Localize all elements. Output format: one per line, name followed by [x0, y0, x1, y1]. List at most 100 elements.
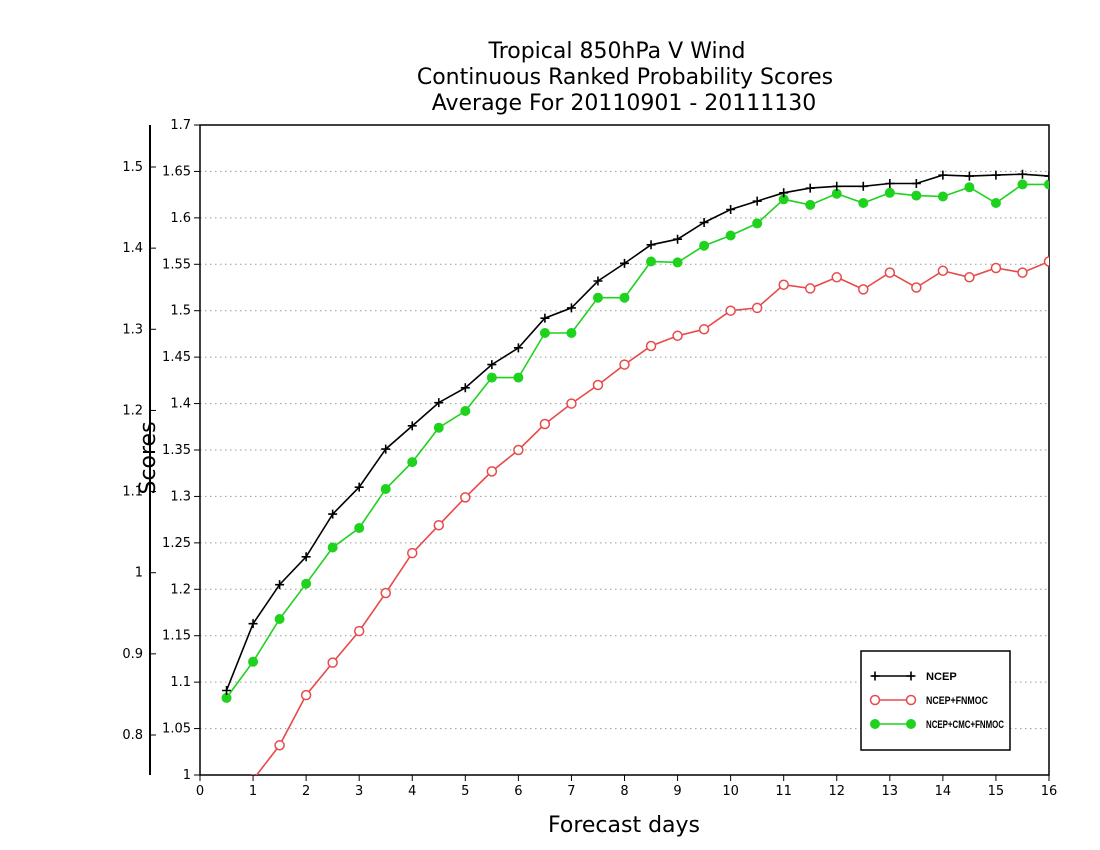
data-point: [725, 230, 736, 241]
left-axis-tick-label: 1.5: [122, 160, 143, 175]
legend-marker-end: [905, 694, 917, 706]
y-tick-label: 1.3: [170, 489, 191, 504]
data-point: [779, 188, 789, 198]
data-point: [539, 328, 550, 338]
y-tick-label: 1.7: [170, 118, 191, 133]
data-point: [460, 406, 471, 416]
data-point: [805, 199, 816, 210]
data-point: [301, 578, 312, 589]
left-axis-tick-label: 1.2: [122, 403, 143, 418]
series-ncep-fnmoc: [222, 256, 1049, 807]
data-point: [911, 190, 922, 201]
y-tick-label: 1.6: [170, 211, 191, 226]
data-point: [1044, 171, 1049, 181]
data-point: [1043, 256, 1049, 267]
data-point: [672, 257, 683, 268]
data-point: [592, 292, 603, 303]
x-tick-label: 15: [988, 784, 1005, 799]
data-point: [804, 283, 816, 294]
data-point: [990, 198, 1001, 208]
chart-title-line-2: Continuous Ranked Probability Scores: [417, 65, 833, 90]
data-point: [884, 187, 895, 198]
data-point: [540, 313, 550, 323]
data-point: [222, 686, 232, 695]
data-point: [884, 267, 896, 278]
data-point: [672, 330, 683, 342]
chart-title-line-1: Tropical 850hPa V Wind: [487, 39, 745, 64]
chart-title-line-3: Average For 20110901 - 20111130: [432, 91, 817, 116]
left-axis-tick-label: 1: [135, 566, 143, 581]
series-ncep-cmc-fnmoc: [221, 179, 1049, 703]
x-tick-label: 8: [620, 784, 628, 799]
data-point: [380, 484, 391, 494]
data-point: [407, 421, 417, 431]
data-point: [222, 798, 231, 807]
data-point: [619, 292, 630, 303]
left-axis-tick-label: 1.3: [122, 322, 143, 337]
legend-marker-start: [869, 694, 881, 706]
data-point: [407, 457, 418, 468]
data-point: [1017, 169, 1027, 179]
data-point: [619, 359, 630, 370]
data-point: [885, 179, 895, 188]
y-tick-label: 1.45: [162, 350, 191, 365]
data-point: [990, 262, 1002, 274]
x-tick-label: 0: [196, 784, 204, 799]
x-tick-label: 10: [722, 784, 739, 799]
y-tick-label: 1.5: [170, 304, 191, 319]
x-tick-label: 13: [882, 784, 899, 799]
series-line: [225, 173, 1049, 691]
data-point: [1017, 179, 1028, 190]
data-point: [964, 182, 975, 193]
x-tick-label: 14: [935, 784, 952, 799]
data-point: [460, 383, 470, 393]
y-axis-ticks: 1 1.05 1.1 1.15 1.2 1.25 1.3 1.35 1.4 1.45 1.5 1.55…: [162, 118, 200, 783]
x-tick-label: 3: [355, 784, 363, 799]
data-point: [353, 625, 365, 637]
data-point: [673, 234, 683, 244]
data-point: [354, 482, 364, 492]
x-tick-label: 12: [828, 784, 845, 799]
y-tick-label: 1.4: [170, 397, 191, 412]
data-point: [486, 372, 497, 383]
y-tick-label: 1.25: [162, 536, 191, 551]
x-tick-label: 16: [1041, 784, 1058, 799]
data-point: [805, 183, 815, 193]
data-point: [752, 218, 763, 229]
data-point: [645, 340, 657, 352]
y-tick-label: 1.2: [170, 582, 191, 597]
legend-marker-end: [906, 671, 916, 681]
y-tick-label: 1.05: [162, 722, 191, 737]
left-axis-tick-label: 0.8: [122, 728, 143, 743]
data-point: [831, 272, 842, 283]
left-axis-tick-label: 1.4: [122, 241, 143, 256]
data-point: [964, 171, 974, 181]
series-ncep: [222, 169, 1049, 695]
legend-marker-start: [870, 671, 880, 681]
x-axis-label: Forecast days: [548, 813, 700, 838]
y-tick-label: 1.65: [162, 164, 191, 179]
data-point: [486, 466, 498, 477]
data-point: [832, 181, 842, 191]
data-point: [1017, 267, 1028, 278]
y-tick-label: 1: [183, 768, 191, 783]
data-point: [911, 179, 921, 188]
data-point: [566, 328, 577, 338]
series-layer: [221, 169, 1049, 807]
y-tick-label: 1.15: [162, 629, 191, 644]
legend-entry: NCEP+FNMOC: [869, 694, 988, 707]
data-point: [274, 740, 285, 751]
data-point: [248, 656, 259, 667]
data-point: [911, 282, 922, 293]
data-point: [646, 240, 656, 250]
y-tick-label: 1.35: [162, 443, 191, 458]
data-point: [858, 198, 869, 208]
data-point: [328, 509, 338, 519]
data-point: [725, 305, 736, 316]
data-point: [300, 689, 312, 701]
data-point: [698, 324, 710, 335]
data-point: [407, 547, 418, 559]
x-tick-label: 7: [567, 784, 575, 799]
legend-marker-end: [906, 719, 916, 729]
data-point: [592, 379, 604, 391]
